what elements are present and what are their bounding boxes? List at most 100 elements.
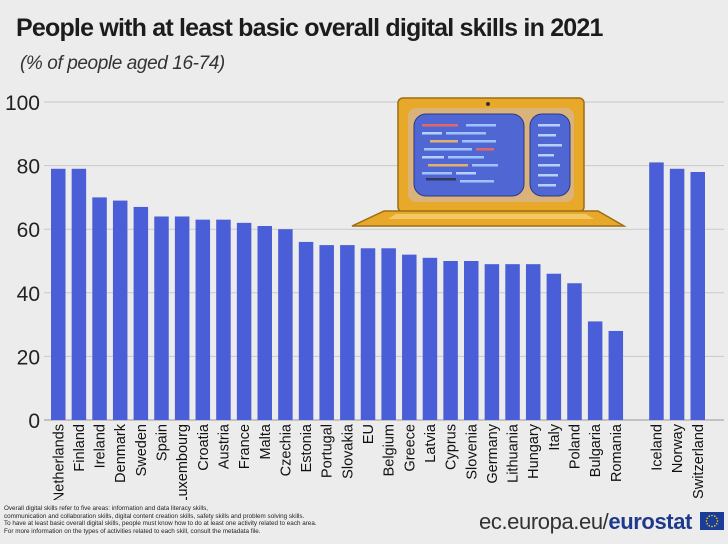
bar — [360, 248, 376, 420]
flag-star — [705, 520, 708, 522]
flag-star — [708, 524, 711, 527]
footnote: Overall digital skills refer to five are… — [4, 505, 464, 535]
code-line — [462, 140, 496, 143]
code-line — [446, 132, 486, 135]
x-tick-label: France — [237, 424, 253, 469]
bar — [587, 321, 603, 420]
x-tick-label: Austria — [216, 423, 232, 469]
bar — [443, 261, 458, 420]
code-line — [422, 172, 452, 175]
code-line — [476, 148, 494, 151]
x-tick-label: Sweden — [134, 424, 150, 476]
footnote-line: To have at least basic overall digital s… — [4, 520, 317, 528]
bar — [608, 330, 624, 420]
code-line — [424, 148, 472, 151]
x-tick-label: Romania — [609, 423, 625, 482]
flag-star — [706, 517, 709, 520]
x-tick-label: Cyprus — [444, 424, 460, 470]
y-tick-label: 80 — [17, 156, 40, 179]
bar — [381, 248, 396, 420]
footnote-line: Overall digital skills refer to five are… — [4, 505, 209, 512]
flag-star — [715, 522, 718, 525]
code-line — [538, 124, 560, 127]
bar — [112, 200, 128, 420]
y-tick-label: 40 — [17, 283, 40, 306]
laptop-illustration — [351, 97, 627, 227]
x-tick-label: Portugal — [320, 424, 336, 478]
code-line — [422, 132, 442, 135]
bar — [236, 222, 252, 420]
bar — [154, 216, 169, 420]
flag-star — [706, 522, 709, 525]
x-tick-label: EU — [361, 424, 377, 444]
flag-star — [713, 524, 716, 527]
x-tick-label: Croatia — [196, 423, 212, 471]
x-tick-label: Lithuania — [506, 423, 522, 483]
laptop-keyboard — [388, 214, 594, 219]
x-tick-label: Hungary — [526, 423, 542, 479]
bar — [319, 245, 334, 420]
code-line — [538, 184, 556, 187]
x-tick-label: Slovenia — [464, 423, 480, 480]
chart-subtitle: (% of people aged 16-74) — [20, 53, 225, 74]
x-tick-label: Czechia — [278, 423, 294, 476]
bar — [669, 168, 685, 420]
x-tick-label: Latvia — [423, 423, 439, 463]
x-tick-label: Ireland — [93, 424, 109, 468]
code-line — [426, 178, 456, 181]
x-tick-label: Estonia — [299, 423, 315, 472]
code-line — [538, 144, 562, 147]
y-tick-label: 100 — [5, 92, 40, 115]
bar — [51, 168, 66, 420]
bar — [216, 219, 231, 420]
x-tick-label: Germany — [485, 423, 501, 483]
y-tick-label: 60 — [17, 219, 40, 242]
x-tick-label: Iceland — [649, 424, 665, 471]
bar — [71, 168, 87, 420]
x-tick-label: Denmark — [113, 423, 129, 483]
bar — [567, 283, 582, 420]
source-brand: eurostat — [608, 509, 692, 534]
x-tick-label: Belgium — [382, 424, 398, 476]
code-line — [422, 124, 458, 127]
x-tick-label: Finland — [72, 424, 88, 472]
x-tick-label: Italy — [547, 423, 563, 450]
bar — [340, 245, 355, 420]
x-tick-label: Netherlands — [51, 424, 67, 500]
code-line — [430, 140, 458, 143]
code-line — [422, 156, 444, 159]
bar — [298, 241, 314, 420]
x-tick-label: Luxembourg — [175, 424, 191, 500]
flag-star — [711, 514, 713, 517]
x-tick-label: Slovakia — [340, 423, 356, 479]
flag-star — [713, 515, 716, 518]
camera-icon — [486, 102, 490, 106]
bar — [546, 273, 562, 420]
x-tick-label: Norway — [670, 423, 686, 473]
chart-title: People with at least basic overall digit… — [16, 14, 603, 42]
code-line — [428, 164, 468, 167]
bar — [464, 261, 479, 420]
bar — [195, 219, 211, 420]
bar — [133, 206, 149, 420]
flag-star — [708, 515, 711, 518]
code-line — [466, 124, 496, 127]
code-line — [538, 174, 558, 177]
y-tick-label: 20 — [17, 346, 40, 369]
bar — [649, 162, 664, 421]
bar — [422, 257, 438, 420]
bar — [484, 264, 500, 420]
x-tick-label: Spain — [155, 424, 171, 461]
bar — [505, 264, 520, 420]
code-line — [456, 172, 476, 175]
x-tick-label: Switzerland — [691, 424, 707, 499]
bar — [402, 254, 417, 420]
bar — [92, 197, 107, 420]
source-prefix: ec.europa.eu/ — [479, 509, 609, 534]
source-link[interactable]: ec.europa.eu/eurostat — [479, 509, 692, 535]
x-tick-label: Malta — [258, 423, 274, 459]
bar-chart: 0 20 40 60 80 100 Netherlands Finland Ireland Den… — [5, 92, 724, 500]
bar — [690, 171, 705, 420]
x-tick-label: Bulgaria — [588, 423, 604, 477]
footnote-line: For more information on the types of act… — [4, 527, 261, 535]
